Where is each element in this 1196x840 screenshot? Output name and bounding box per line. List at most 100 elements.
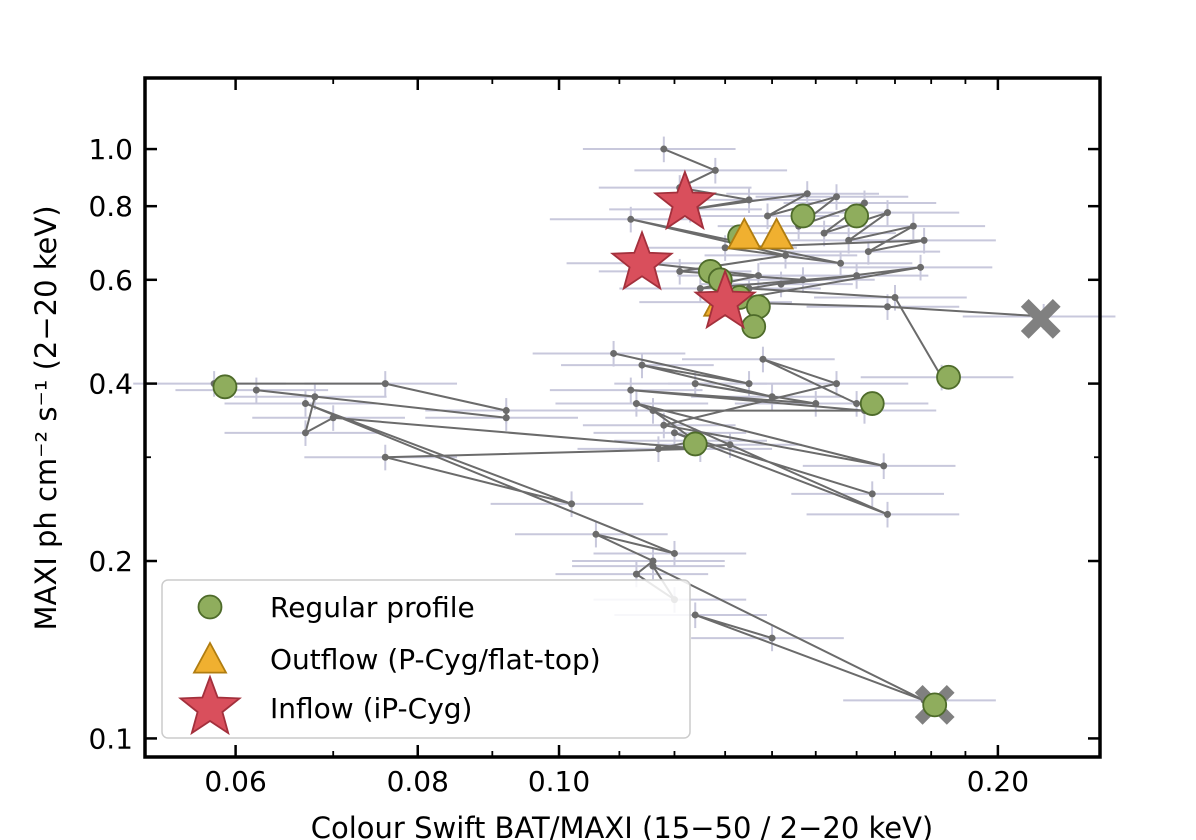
x-tick-label: 0.10 bbox=[528, 765, 590, 798]
track-point bbox=[381, 380, 389, 388]
track-point bbox=[311, 393, 319, 401]
track-point bbox=[884, 209, 892, 217]
track-point bbox=[660, 421, 668, 429]
track-point bbox=[649, 557, 657, 565]
y-tick-label: 0.6 bbox=[88, 264, 133, 297]
track-point bbox=[853, 400, 861, 408]
legend-label: Inflow (iP-Cyg) bbox=[270, 692, 472, 725]
track-point bbox=[768, 634, 776, 642]
inflow-marker bbox=[652, 169, 717, 231]
track-point bbox=[884, 510, 892, 518]
track-point bbox=[820, 229, 828, 237]
track-point bbox=[726, 441, 734, 449]
track-point bbox=[649, 407, 657, 415]
legend-outflow-marker bbox=[192, 641, 228, 674]
track-point bbox=[812, 400, 820, 408]
track-point bbox=[799, 276, 807, 284]
regular-profile-marker bbox=[212, 374, 238, 400]
track-point bbox=[691, 611, 699, 619]
track-point bbox=[920, 236, 928, 244]
x-tick-label: 0.08 bbox=[387, 765, 449, 798]
track-point bbox=[638, 361, 646, 369]
track-point bbox=[301, 400, 309, 408]
track-point bbox=[864, 248, 872, 256]
legend-regular-profile-marker bbox=[197, 594, 223, 620]
y-tick-label: 1.0 bbox=[88, 133, 133, 166]
regular-profile-marker bbox=[844, 203, 870, 229]
track-point bbox=[777, 280, 785, 288]
track-point bbox=[909, 222, 917, 230]
track-point bbox=[301, 429, 309, 437]
plot-border bbox=[143, 76, 1102, 759]
track-point bbox=[610, 349, 618, 357]
track-point bbox=[833, 380, 841, 388]
x-axis-label: Colour Swift BAT/MAXI (15−50 / 2−20 keV) bbox=[311, 811, 934, 840]
track-point bbox=[764, 212, 772, 220]
track-point bbox=[502, 407, 510, 415]
track-point bbox=[803, 190, 811, 198]
track-point bbox=[853, 272, 861, 280]
track-point bbox=[880, 462, 888, 470]
track-point bbox=[860, 199, 868, 207]
track-point bbox=[381, 453, 389, 461]
regular-profile-marker bbox=[936, 364, 961, 390]
track-point bbox=[745, 380, 753, 388]
track-point bbox=[632, 400, 640, 408]
track-point bbox=[768, 393, 776, 401]
regular-profile-marker bbox=[859, 391, 885, 416]
y-tick-label: 0.4 bbox=[88, 368, 133, 401]
track-point bbox=[891, 293, 899, 301]
y-tick-label: 0.1 bbox=[88, 722, 133, 755]
track-point bbox=[627, 215, 635, 223]
legend-label: Regular profile bbox=[270, 591, 475, 624]
track-point bbox=[845, 236, 853, 244]
y-tick-label: 0.8 bbox=[88, 190, 133, 223]
track-point bbox=[670, 429, 678, 437]
outflow-marker bbox=[726, 217, 762, 250]
track-point bbox=[759, 355, 767, 363]
inflow-marker bbox=[610, 229, 674, 291]
track-point bbox=[329, 414, 337, 422]
track-point bbox=[676, 267, 684, 275]
track-point bbox=[884, 303, 892, 311]
track-point bbox=[781, 251, 789, 259]
endpoint-x-marker bbox=[1020, 299, 1061, 339]
legend: Regular profile Outflow (P-Cyg/flat-top) I… bbox=[161, 579, 691, 739]
track-point bbox=[649, 562, 657, 570]
track-line-3 bbox=[613, 352, 865, 450]
track-point bbox=[670, 549, 678, 557]
regular-profile-marker bbox=[682, 431, 708, 457]
plot-frame bbox=[143, 76, 1102, 759]
track-endpoints bbox=[914, 299, 1061, 725]
regular-profile-marker bbox=[922, 692, 948, 718]
track-point bbox=[917, 263, 925, 271]
track-point bbox=[568, 500, 576, 508]
legend-box bbox=[161, 579, 691, 739]
outflow-marker bbox=[759, 217, 795, 250]
track-point bbox=[592, 530, 600, 538]
legend-inflow-marker bbox=[178, 674, 242, 736]
y-axis-label: MAXI ph cm⁻² s⁻¹ (2−20 keV) bbox=[29, 205, 63, 630]
track-point bbox=[502, 414, 510, 422]
track-point bbox=[837, 259, 845, 267]
regular-profile-marker bbox=[790, 203, 816, 229]
x-tick-label: 0.06 bbox=[204, 765, 266, 798]
inflow-marker bbox=[693, 268, 758, 330]
track-point bbox=[754, 272, 762, 280]
data-markers bbox=[212, 169, 961, 718]
track-point bbox=[654, 445, 662, 453]
track-point bbox=[660, 145, 668, 153]
track-point bbox=[696, 284, 704, 292]
axis-ticks: 0.06 0.08 0.10 0.20 0.1 0.2 0.4 0.6 0.8 1.0 bbox=[88, 78, 1100, 798]
track-point bbox=[252, 386, 260, 394]
track-point bbox=[632, 570, 640, 578]
legend-label: Outflow (P-Cyg/flat-top) bbox=[270, 643, 601, 676]
track-point bbox=[721, 244, 729, 252]
track-point bbox=[711, 166, 719, 174]
track-point bbox=[691, 380, 699, 388]
y-tick-label: 0.2 bbox=[88, 545, 133, 578]
track-point bbox=[745, 196, 753, 204]
track-point bbox=[833, 193, 841, 201]
x-tick-label: 0.20 bbox=[967, 765, 1029, 798]
